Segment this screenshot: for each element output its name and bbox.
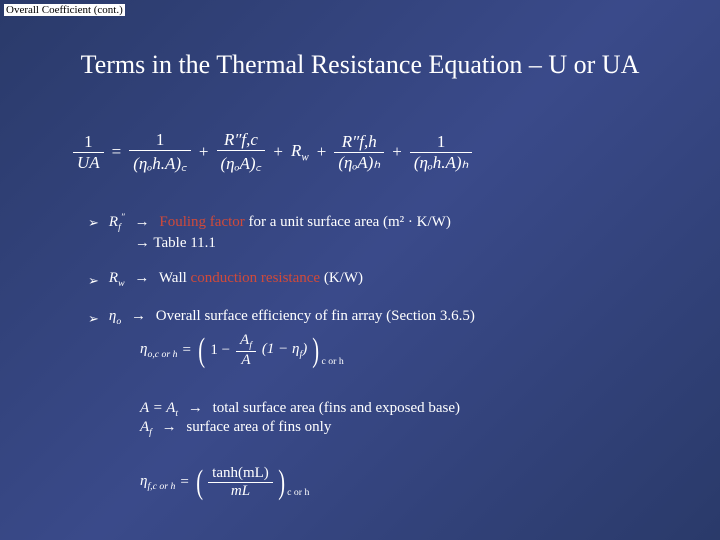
area-fin-text: surface area of fins only (186, 419, 331, 435)
fouling-table-ref: → Table 11.1 (135, 235, 451, 252)
area-equation: A = At → total surface area (fins and ex… (140, 400, 460, 438)
bullet-icon: ➢ (88, 273, 99, 289)
wall-red: conduction resistance (191, 270, 321, 286)
term5: 1 (ηₒh.A)ₕ (410, 132, 473, 173)
wall-suffix: (K/W) (320, 270, 363, 286)
eta-lhs: ηo,c or h (140, 341, 178, 360)
main-equation: 1 UA = 1 (ηₒh.A)꜀ + R″f,c (ηₒA)꜀ + Rw + … (70, 130, 475, 174)
page-title: Terms in the Thermal Resistance Equation… (0, 50, 720, 80)
bullet-eta: ➢ ηo → Overall surface efficiency of fin… (88, 308, 475, 327)
fouling-symbol: Rf″ (109, 214, 125, 230)
term2: R″f,c (ηₒA)꜀ (217, 130, 266, 174)
breadcrumb-header: Overall Coefficient (cont.) (4, 4, 125, 16)
title-text: Terms in the Thermal Resistance Equation… (81, 50, 640, 79)
bullet-icon: ➢ (88, 311, 99, 327)
bullet-fouling: ➢ Rf″ → Fouling factor for a unit surfac… (88, 212, 451, 252)
bullet-icon: ➢ (88, 215, 99, 231)
eta-rest: Overall surface efficiency of fin array … (156, 308, 475, 324)
term3: Rw (291, 141, 309, 160)
term1: 1 (ηₒh.A)꜀ (129, 130, 191, 174)
eta-symbol: ηo (109, 308, 121, 324)
wall-symbol: Rw (109, 270, 125, 286)
bullet-wall: ➢ Rw → Wall conduction resistance (K/W) (88, 270, 363, 289)
fouling-label: Fouling factor (159, 214, 244, 230)
etaf-equation: ηf,c or h = ( tanh(mL) mL ) c or h (140, 465, 309, 500)
eta-equation: ηo,c or h = ( 1 − Af A (1 − ηf) ) c or h (140, 332, 344, 369)
header-text: Overall Coefficient (cont.) (6, 4, 123, 16)
wall-prefix: Wall (159, 270, 191, 286)
fouling-rest: for a unit surface area (m² · K/W) (249, 214, 451, 230)
term4: R″f,h (ηₒA)ₕ (334, 132, 384, 173)
lhs-frac: 1 UA (73, 132, 104, 173)
etaf-lhs: ηf,c or h (140, 473, 175, 492)
area-total-text: total surface area (fins and exposed bas… (213, 400, 460, 416)
